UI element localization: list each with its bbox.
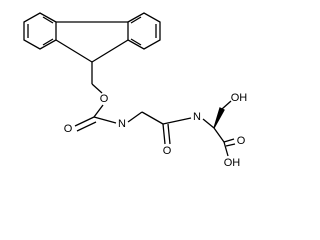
bond [91, 39, 129, 63]
bond [127, 111, 143, 123]
atom-label: N [118, 118, 126, 130]
ring [23, 12, 57, 50]
structure-diagram: O O N O N OH O OH [23, 12, 248, 169]
double-bond [167, 123, 171, 145]
bond [221, 100, 232, 110]
atom-label: O [64, 123, 73, 135]
bond [141, 111, 164, 125]
wedge-bond [213, 107, 225, 129]
bond [213, 127, 225, 143]
atom-label: OH [231, 92, 248, 104]
atom-label: O [237, 135, 246, 147]
atom-label: O [163, 145, 172, 157]
bonds [23, 12, 236, 157]
double-bond [42, 16, 54, 24]
atom-label: O [100, 93, 109, 105]
bond [93, 104, 104, 118]
double-bond [225, 143, 236, 147]
bond [91, 83, 103, 94]
bond [93, 116, 117, 124]
double-bond [130, 16, 142, 24]
double-bond [223, 138, 235, 143]
bond [162, 117, 192, 125]
bond [162, 123, 166, 145]
bond [55, 39, 93, 63]
double-bond [76, 121, 97, 132]
atom-label: OH [224, 157, 241, 169]
bond [74, 116, 95, 127]
atom-label: N [193, 111, 201, 123]
atom-labels: O O N O N OH O OH [64, 92, 248, 169]
page: O O N O N OH O OH (() => { const data = … [23, 12, 248, 169]
bond [202, 118, 215, 129]
double-bond [42, 38, 54, 46]
ring [127, 12, 161, 50]
double-bond [130, 38, 142, 46]
bond [223, 141, 229, 157]
